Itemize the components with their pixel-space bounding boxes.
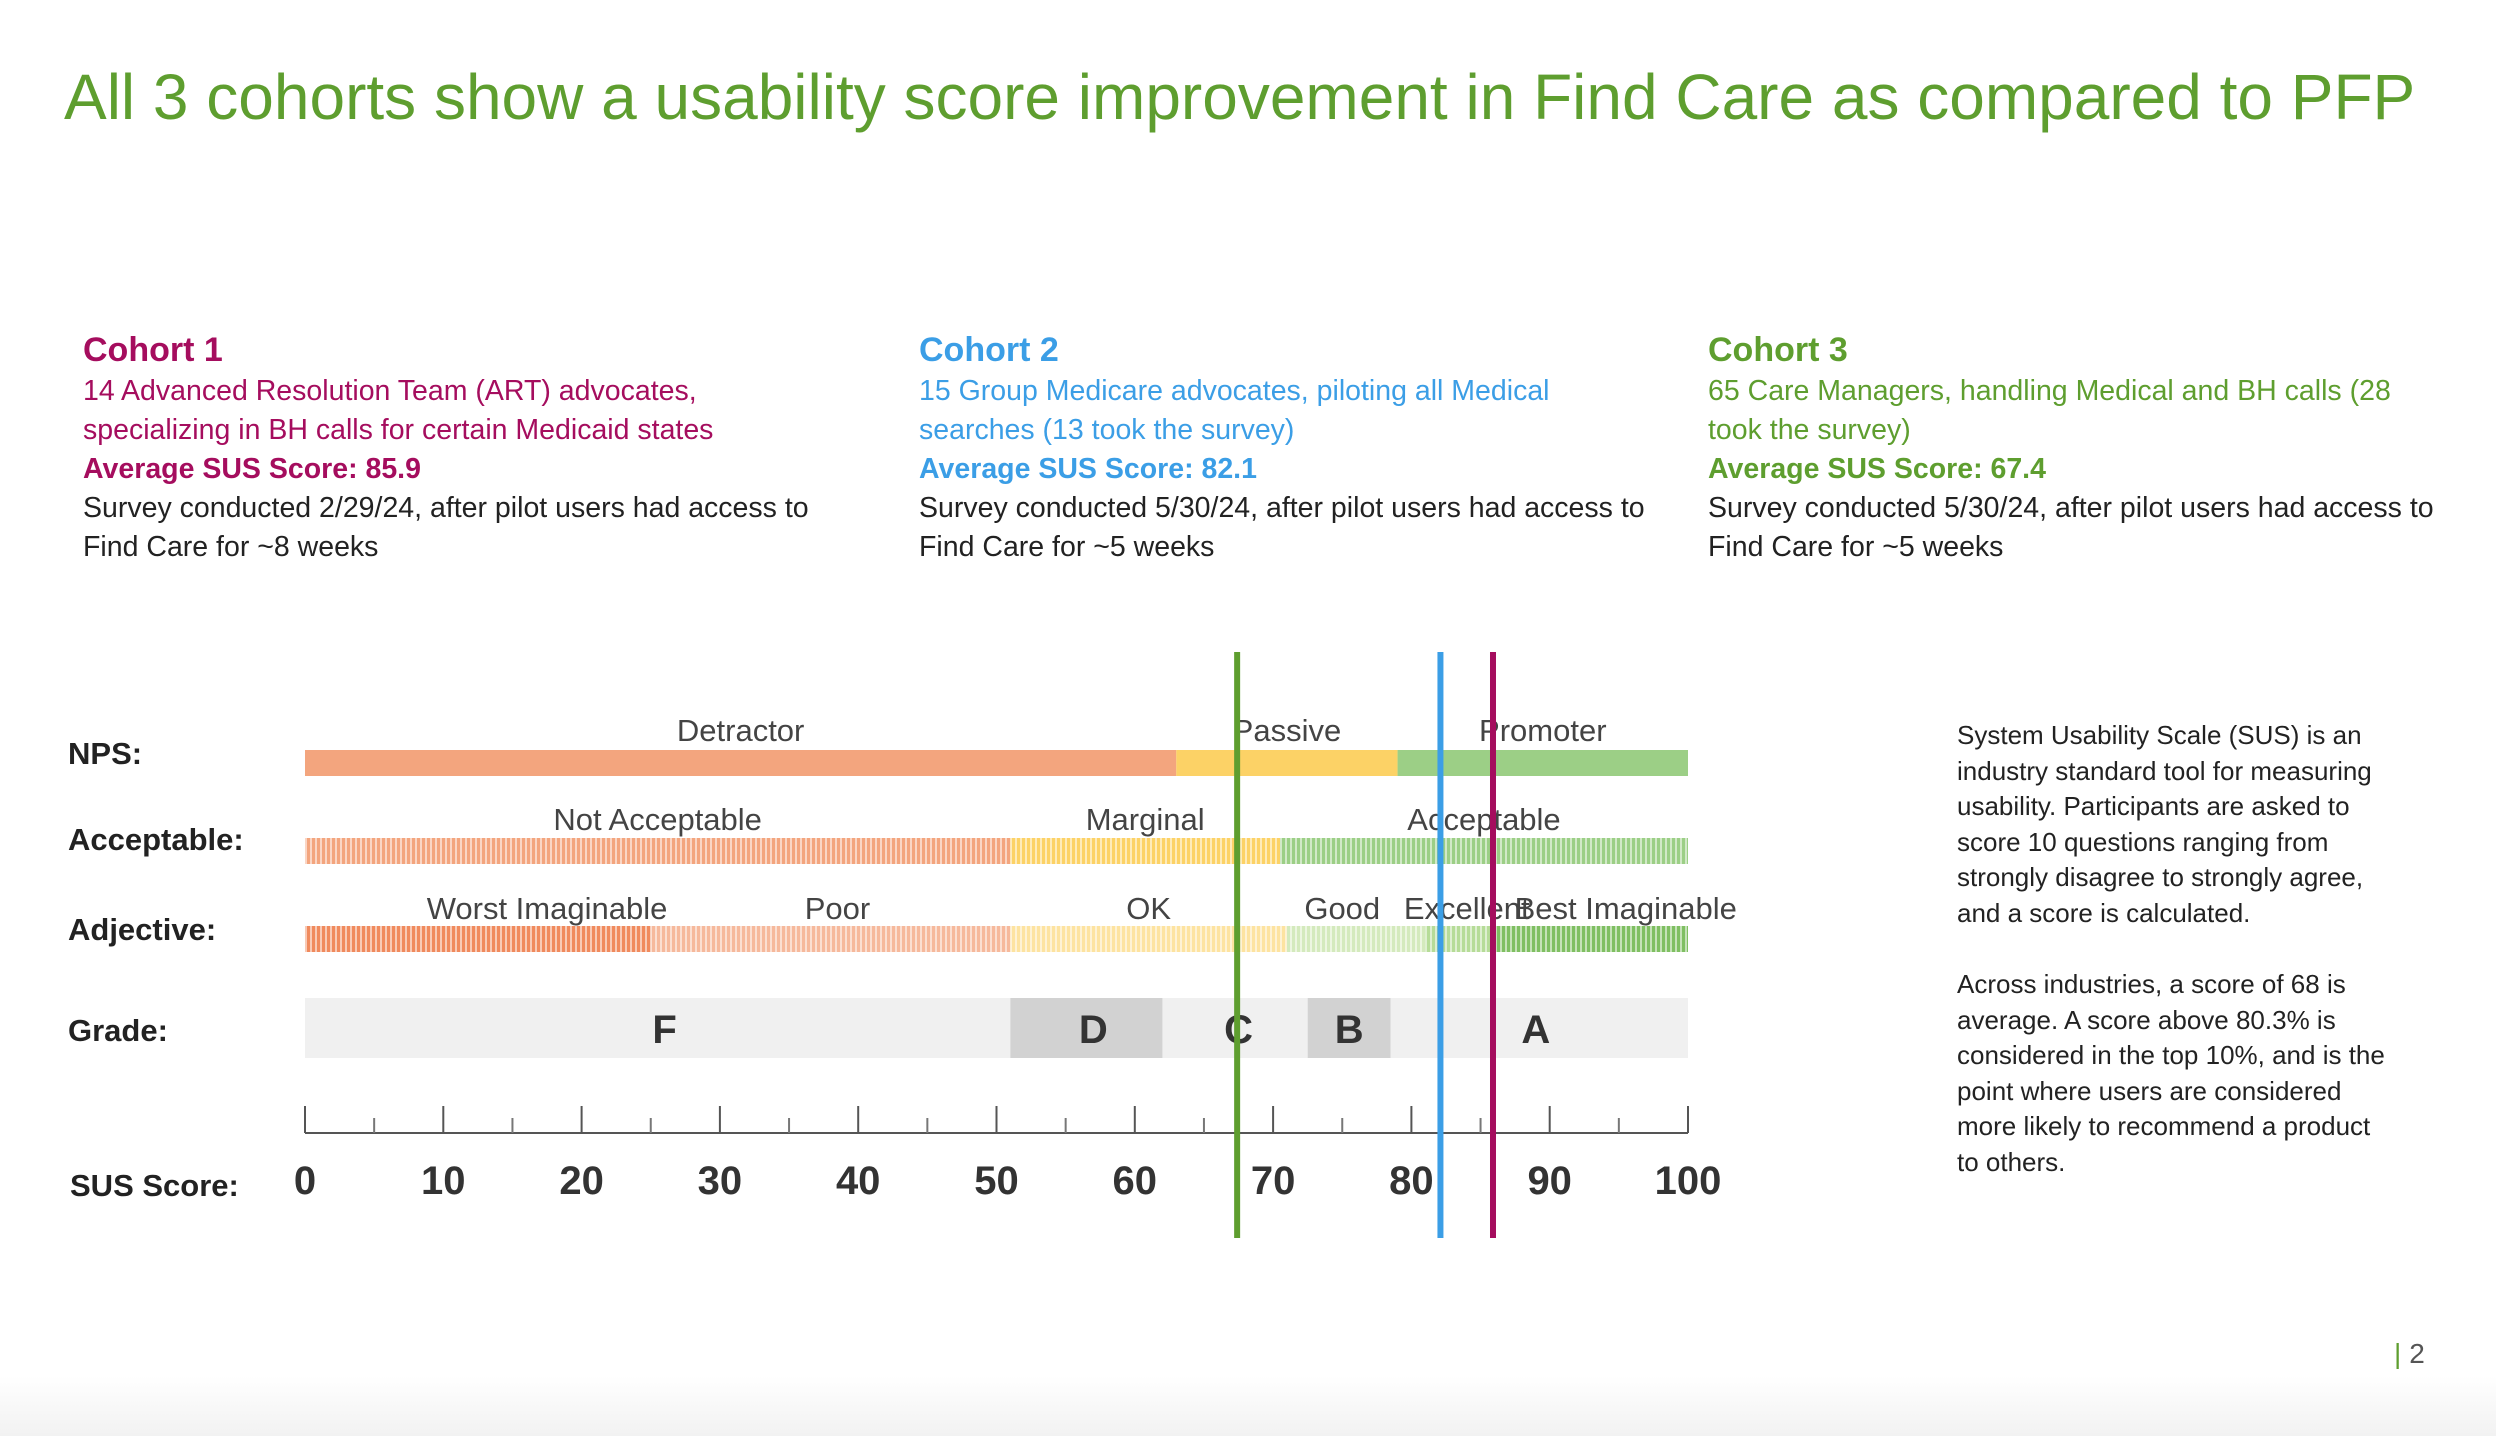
sus-tick-label: 10 (421, 1159, 466, 1203)
adjective-label-worst-imaginable: Worst Imaginable (427, 891, 668, 926)
sus-tick-label: 30 (698, 1159, 743, 1203)
sus-tick-label: 60 (1113, 1159, 1158, 1203)
sus-scale-chart: NPS: Acceptable: Adjective: Grade: SUS Score… (68, 652, 1737, 1238)
adjective-band-texture-worst-imaginable (305, 926, 651, 952)
grade-band-d (1010, 998, 1163, 1058)
row-label-grade: Grade: (68, 1013, 168, 1048)
cohort-3-description: 65 Care Managers, handling Medical and B… (1708, 375, 2391, 446)
adjective-label-ok: OK (1126, 891, 1171, 926)
cohort-1-block: Cohort 1 14 Advanced Resolution Team (AR… (83, 328, 823, 567)
row-label-sus-score: SUS Score: (70, 1168, 239, 1203)
cohort-3-block: Cohort 3 65 Care Managers, handling Medi… (1708, 328, 2448, 567)
adjective-label-good: Good (1304, 891, 1380, 926)
page-number-value: 2 (2409, 1338, 2425, 1369)
sus-explanation: System Usability Scale (SUS) is an indus… (1957, 718, 2387, 1216)
nps-label-promoter: Promoter (1479, 713, 1606, 748)
nps-band-promoter (1397, 750, 1688, 776)
cohort-1-description: 14 Advanced Resolution Team (ART) advoca… (83, 375, 714, 446)
cohort-2-average-score: Average SUS Score: 82.1 (919, 453, 1257, 485)
sus-tick-label: 0 (294, 1159, 316, 1203)
adjective-label-best-imaginable: Best Imaginable (1515, 891, 1737, 926)
acceptable-band-texture-acceptable (1280, 838, 1688, 864)
cohort-1-average-score: Average SUS Score: 85.9 (83, 453, 421, 485)
page-number: | 2 (2394, 1338, 2425, 1370)
page-title: All 3 cohorts show a usability score imp… (64, 61, 2416, 133)
adjective-band-texture-good (1286, 926, 1426, 952)
cohort-1-name: Cohort 1 (83, 331, 223, 369)
sus-explanation-paragraph-2: Across industries, a score of 68 is aver… (1957, 969, 2385, 1177)
cohort-3-survey-note: Survey conducted 5/30/24, after pilot us… (1708, 492, 2434, 563)
grade-band-f (305, 998, 1011, 1058)
nps-band-passive (1176, 750, 1398, 776)
grade-band-b (1307, 998, 1391, 1058)
sus-tick-label: 80 (1389, 1159, 1434, 1203)
sus-tick-label: 50 (974, 1159, 1019, 1203)
grade-label-d: D (1079, 1008, 1108, 1052)
acceptable-label-acceptable: Acceptable (1407, 802, 1560, 837)
sus-tick-label: 100 (1655, 1159, 1722, 1203)
adjective-label-excellent: Excellent (1404, 891, 1530, 926)
cohort-2-survey-note: Survey conducted 5/30/24, after pilot us… (919, 492, 1645, 563)
cohort-2-description: 15 Group Medicare advocates, piloting al… (919, 375, 1550, 446)
acceptable-label-not-acceptable: Not Acceptable (553, 802, 762, 837)
grade-label-f: F (652, 1008, 676, 1052)
adjective-band-texture-excellent (1425, 926, 1495, 952)
nps-band-detractor (305, 750, 1177, 776)
row-label-adjective: Adjective: (68, 912, 216, 947)
sus-explanation-paragraph-1: System Usability Scale (SUS) is an indus… (1957, 720, 2372, 928)
row-label-acceptable: Acceptable: (68, 822, 244, 857)
nps-label-detractor: Detractor (677, 713, 804, 748)
sus-tick-label: 90 (1527, 1159, 1572, 1203)
adjective-band-texture-poor (650, 926, 1011, 952)
cohort-2-block: Cohort 2 15 Group Medicare advocates, pi… (919, 328, 1659, 567)
acceptable-label-marginal: Marginal (1086, 802, 1205, 837)
cohort-1-survey-note: Survey conducted 2/29/24, after pilot us… (83, 492, 809, 563)
adjective-band-texture-ok (1010, 926, 1287, 952)
sus-tick-label: 70 (1251, 1159, 1296, 1203)
sus-tick-label: 20 (559, 1159, 604, 1203)
sus-tick-label: 40 (836, 1159, 881, 1203)
bottom-shadow (0, 1376, 2496, 1436)
adjective-label-poor: Poor (805, 891, 870, 926)
grade-label-b: B (1335, 1008, 1364, 1052)
acceptable-band-texture-not-acceptable (305, 838, 1011, 864)
cohort-3-name: Cohort 3 (1708, 331, 1848, 369)
adjective-band-texture-best-imaginable (1494, 926, 1688, 952)
row-label-nps: NPS: (68, 736, 142, 771)
cohort-3-average-score: Average SUS Score: 67.4 (1708, 453, 2046, 485)
cohort-2-name: Cohort 2 (919, 331, 1059, 369)
page-number-bar: | (2394, 1338, 2402, 1369)
grade-label-a: A (1521, 1008, 1550, 1052)
nps-label-passive: Passive (1233, 713, 1342, 748)
